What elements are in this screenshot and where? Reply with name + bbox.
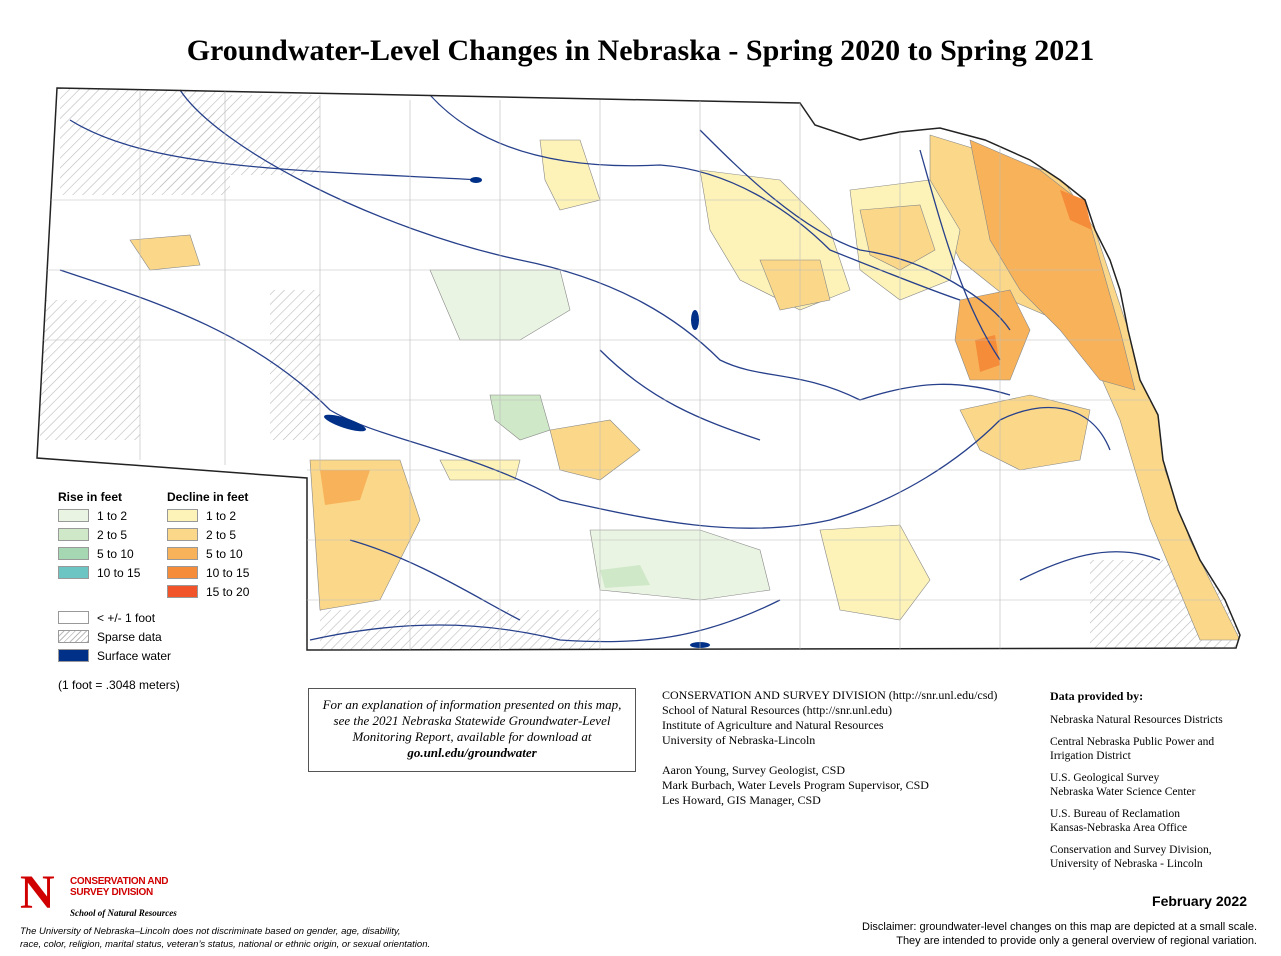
legend-item: 2 to 5 — [167, 525, 249, 544]
disclaimer-line: Disclaimer: groundwater-level changes on… — [862, 921, 1257, 933]
legend-item: Sparse data — [58, 627, 171, 646]
data-provider-line: Kansas-Nebraska Area Office — [1050, 822, 1188, 834]
legend-item: 1 to 2 — [58, 506, 140, 525]
legend-item: 2 to 5 — [58, 525, 140, 544]
legend-label: 2 to 5 — [206, 527, 237, 542]
county-lines — [40, 90, 1220, 650]
nondiscrimination-line: race, color, religion, marital status, v… — [20, 939, 431, 950]
data-provider: Nebraska Natural Resources Districts — [1050, 713, 1270, 727]
credit-line: Mark Burbach, Water Levels Program Super… — [662, 778, 929, 792]
legend-swatch — [167, 547, 198, 560]
map-title: Groundwater-Level Changes in Nebraska - … — [186, 34, 1095, 67]
data-provider: Conservation and Survey Division, Univers… — [1050, 843, 1270, 871]
legend-label: Surface water — [97, 648, 172, 663]
legend-heading: Rise in feet — [58, 490, 123, 504]
legend-label: Sparse data — [97, 629, 162, 644]
data-provider-line: University of Nebraska - Lincoln — [1050, 858, 1203, 870]
legend-swatch — [58, 547, 89, 560]
data-provider-line: Nebraska Water Science Center — [1050, 786, 1196, 798]
data-provider-line: Central Nebraska Public Power and — [1050, 736, 1215, 748]
logo-division: CONSERVATION AND — [70, 876, 169, 887]
data-providers-title: Data provided by: — [1050, 689, 1144, 703]
data-provider-line: U.S. Bureau of Reclamation — [1050, 808, 1180, 820]
data-provider: Central Nebraska Public Power and Irrigat… — [1050, 735, 1270, 763]
credit-line: University of Nebraska-Lincoln — [662, 733, 816, 747]
data-provider-line: U.S. Geological Survey — [1050, 772, 1160, 784]
legend-item: 5 to 10 — [58, 544, 140, 563]
legend-note: (1 foot = .3048 meters) — [58, 678, 180, 692]
surface-water — [324, 177, 710, 648]
legend-swatch — [58, 509, 89, 522]
credit-line: Les Howard, GIS Manager, CSD — [662, 793, 821, 807]
legend-swatch — [58, 630, 89, 643]
legend-item: 15 to 20 — [167, 582, 249, 601]
legend-swatch — [58, 566, 89, 579]
map — [36, 87, 1241, 651]
credits: CONSERVATION AND SURVEY DIVISION (http:/… — [662, 688, 997, 808]
legend-swatch — [58, 649, 89, 662]
legend-label: 5 to 10 — [206, 546, 243, 561]
legend-swatch — [167, 509, 198, 522]
logo-division: SURVEY DIVISION — [70, 887, 153, 898]
credit-line: Institute of Agriculture and Natural Res… — [662, 718, 884, 732]
legend-label: 2 to 5 — [97, 527, 128, 542]
nondiscrimination-line: The University of Nebraska–Lincoln does … — [20, 926, 401, 937]
legend-item: < +/- 1 foot — [58, 608, 171, 627]
date: February 2022 — [1152, 893, 1247, 909]
legend-label: 15 to 20 — [206, 584, 250, 599]
legend-swatch — [167, 585, 198, 598]
legend-label: 10 to 15 — [97, 565, 141, 580]
data-provider-line: Conservation and Survey Division, — [1050, 844, 1212, 856]
explanation-text: For an explanation of information presen… — [322, 697, 622, 744]
legend-swatch — [58, 528, 89, 541]
credit-line: School of Natural Resources (http://snr.… — [662, 703, 892, 717]
logo: N CONSERVATION AND SURVEY DIVISION School… — [20, 866, 190, 921]
disclaimer-line: They are intended to provide only a gene… — [896, 935, 1257, 947]
explanation-link[interactable]: go.unl.edu/groundwater — [407, 745, 537, 760]
credit-line: CONSERVATION AND SURVEY DIVISION (http:/… — [662, 688, 998, 702]
legend-item: 5 to 10 — [167, 544, 249, 563]
legend-label: < +/- 1 foot — [97, 610, 156, 625]
legend-item: 10 to 15 — [167, 563, 249, 582]
legend-swatch — [58, 611, 89, 624]
legend: Rise in feet Decline in feet 1 to 2 2 to … — [58, 490, 298, 692]
legend-swatch — [167, 566, 198, 579]
legend-label: 10 to 15 — [206, 565, 250, 580]
data-provider-line: Nebraska Natural Resources Districts — [1050, 714, 1223, 726]
data-provider: U.S. Geological Survey Nebraska Water Sci… — [1050, 771, 1270, 799]
nondiscrimination: The University of Nebraska–Lincoln does … — [20, 925, 430, 951]
legend-label: 5 to 10 — [97, 546, 134, 561]
legend-item: 10 to 15 — [58, 563, 140, 582]
data-provider-line: Irrigation District — [1050, 750, 1131, 762]
logo-school: School of Natural Resources — [70, 908, 177, 918]
data-provider: U.S. Bureau of Reclamation Kansas-Nebrask… — [1050, 807, 1270, 835]
logo-letter: N — [20, 866, 55, 919]
disclaimer: Disclaimer: groundwater-level changes on… — [862, 920, 1257, 948]
credit-line: Aaron Young, Survey Geologist, CSD — [662, 763, 846, 777]
data-providers: Data provided by: Nebraska Natural Resou… — [1050, 689, 1270, 879]
legend-label: 1 to 2 — [97, 508, 128, 523]
legend-label: 1 to 2 — [206, 508, 237, 523]
legend-heading: Decline in feet — [167, 490, 249, 504]
legend-item: 1 to 2 — [167, 506, 249, 525]
legend-item: Surface water — [58, 646, 171, 665]
explanation-box: For an explanation of information presen… — [308, 688, 636, 772]
legend-swatch — [167, 528, 198, 541]
